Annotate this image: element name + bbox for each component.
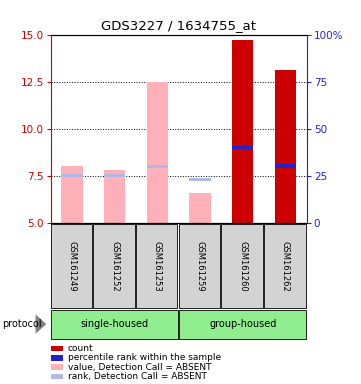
Text: rank, Detection Call = ABSENT: rank, Detection Call = ABSENT (68, 372, 207, 381)
Bar (51, 223, 92, 308)
Text: count: count (68, 344, 93, 353)
Bar (232, 40, 253, 223)
Bar (104, 170, 125, 223)
Bar (190, 178, 211, 181)
Bar (179, 223, 220, 308)
Text: GSM161259: GSM161259 (196, 241, 205, 291)
Title: GDS3227 / 1634755_at: GDS3227 / 1634755_at (101, 19, 256, 32)
Bar (136, 223, 177, 308)
Bar (179, 310, 306, 339)
Bar (93, 223, 135, 308)
Bar (190, 193, 211, 223)
Bar (221, 223, 263, 308)
Bar (232, 146, 253, 149)
Bar (61, 166, 83, 223)
Text: GSM161252: GSM161252 (110, 241, 119, 291)
Bar (275, 164, 296, 168)
Bar (51, 310, 178, 339)
Text: protocol: protocol (2, 319, 42, 329)
Text: GSM161249: GSM161249 (68, 241, 77, 291)
Bar (264, 223, 305, 308)
Polygon shape (35, 314, 46, 334)
Bar (104, 174, 125, 177)
Text: percentile rank within the sample: percentile rank within the sample (68, 353, 221, 362)
Text: GSM161262: GSM161262 (281, 240, 290, 291)
Bar (147, 165, 168, 168)
Text: group-housed: group-housed (209, 319, 277, 329)
Bar (275, 70, 296, 223)
Text: single-housed: single-housed (81, 319, 149, 329)
Bar (147, 82, 168, 223)
Text: GSM161260: GSM161260 (238, 240, 247, 291)
Bar (61, 174, 83, 177)
Text: value, Detection Call = ABSENT: value, Detection Call = ABSENT (68, 362, 212, 372)
Text: GSM161253: GSM161253 (153, 240, 162, 291)
